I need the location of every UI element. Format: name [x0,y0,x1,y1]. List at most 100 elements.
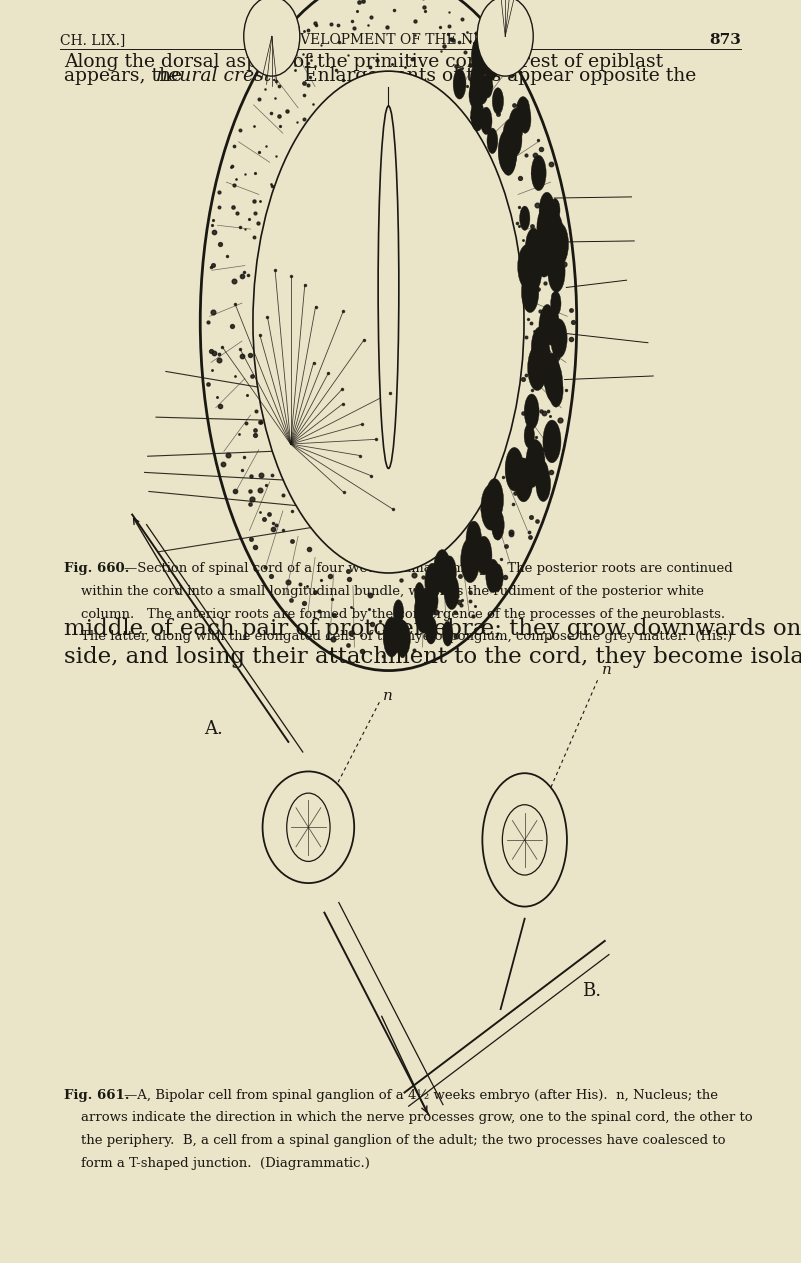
Ellipse shape [425,616,437,644]
Ellipse shape [517,245,536,288]
Ellipse shape [470,66,484,97]
Ellipse shape [481,485,500,530]
Ellipse shape [415,582,425,605]
Ellipse shape [492,563,503,591]
Ellipse shape [442,621,453,647]
Ellipse shape [533,336,550,375]
Ellipse shape [550,198,560,222]
Ellipse shape [545,361,562,403]
Ellipse shape [486,560,500,592]
Circle shape [482,773,567,907]
Text: n: n [384,688,393,703]
Ellipse shape [536,460,549,491]
Ellipse shape [476,75,489,105]
Text: Enlargements of this appear opposite the: Enlargements of this appear opposite the [292,67,697,85]
Text: Along the dorsal aspect of the primitive cord a crest of epiblast: Along the dorsal aspect of the primitive… [64,53,663,71]
Text: —Section of spinal cord of a four weeks human embryo.  The posterior roots are c: —Section of spinal cord of a four weeks … [124,562,733,575]
Ellipse shape [541,304,553,335]
Ellipse shape [534,464,544,488]
Text: within the cord into a small longitudinal bundle, which is the rudiment of the p: within the cord into a small longitudina… [64,585,704,597]
Text: A.: A. [204,720,223,738]
Ellipse shape [437,561,452,595]
Text: form a T-shaped junction.  (Diagrammatic.): form a T-shaped junction. (Diagrammatic.… [64,1157,370,1170]
Ellipse shape [532,232,542,258]
Ellipse shape [263,772,354,883]
Text: CH. LIX.]: CH. LIX.] [60,33,126,47]
Ellipse shape [396,621,410,657]
Ellipse shape [423,590,433,615]
Ellipse shape [543,421,561,462]
Ellipse shape [484,48,497,81]
Ellipse shape [508,123,522,157]
Text: 873: 873 [709,33,741,47]
Ellipse shape [393,600,404,624]
Ellipse shape [453,68,466,99]
Ellipse shape [427,587,438,614]
Ellipse shape [477,0,533,76]
Ellipse shape [545,212,563,255]
Ellipse shape [476,537,492,575]
Ellipse shape [525,253,541,290]
Text: arrows indicate the direction in which the nerve processes grow, one to the spin: arrows indicate the direction in which t… [64,1111,753,1124]
Ellipse shape [528,345,547,390]
Text: the periphery.  B, a cell from a spinal ganglion of the adult; the two processes: the periphery. B, a cell from a spinal g… [64,1134,726,1147]
Ellipse shape [493,87,504,114]
Ellipse shape [525,229,541,266]
Ellipse shape [539,307,555,345]
Ellipse shape [481,107,492,134]
Text: middle of each pair of protovertebræ; they grow downwards on each: middle of each pair of protovertebræ; th… [64,618,801,640]
Ellipse shape [471,37,489,78]
Text: —A, Bipolar cell from spinal ganglion of a 4½ weeks embryo (after His).  n, Nucl: —A, Bipolar cell from spinal ganglion of… [124,1089,718,1101]
Ellipse shape [550,318,567,357]
Ellipse shape [519,106,531,133]
Ellipse shape [541,206,553,234]
Ellipse shape [433,549,451,591]
Ellipse shape [548,251,565,292]
Ellipse shape [524,423,534,448]
Ellipse shape [486,500,498,530]
Ellipse shape [492,510,504,541]
Ellipse shape [378,106,399,469]
Ellipse shape [536,467,550,501]
Ellipse shape [550,292,561,316]
Text: side, and losing their attachment to the cord, they become isolated: side, and losing their attachment to the… [64,645,801,668]
Text: column.   The anterior roots are formed by the convergence of the processes of t: column. The anterior roots are formed by… [64,608,725,620]
Ellipse shape [461,538,480,582]
Ellipse shape [540,215,551,241]
Text: neural crest.: neural crest. [156,67,277,85]
Ellipse shape [466,522,481,558]
Ellipse shape [487,128,497,154]
Ellipse shape [383,618,400,657]
Ellipse shape [531,327,549,369]
Ellipse shape [526,440,545,485]
Ellipse shape [488,499,500,527]
Ellipse shape [525,451,540,488]
Ellipse shape [543,354,560,394]
Ellipse shape [505,447,524,491]
Text: n: n [602,663,611,677]
Ellipse shape [442,556,457,589]
Ellipse shape [546,202,557,227]
Text: The latter, along with the elongated cells of the myelospongium, compose the gre: The latter, along with the elongated cel… [64,630,732,643]
Text: Fig. 661.: Fig. 661. [64,1089,130,1101]
Ellipse shape [469,82,480,107]
Ellipse shape [483,75,493,97]
Ellipse shape [531,155,546,191]
Ellipse shape [425,563,441,600]
Text: B.: B. [582,983,602,1000]
Ellipse shape [503,119,517,153]
Circle shape [287,793,330,861]
Ellipse shape [535,236,553,277]
Ellipse shape [253,71,524,573]
Text: Fig. 660.: Fig. 660. [64,562,130,575]
Ellipse shape [539,192,554,229]
Circle shape [502,805,547,875]
Ellipse shape [549,374,563,407]
Ellipse shape [521,272,539,312]
Ellipse shape [414,589,433,633]
Ellipse shape [516,96,530,130]
Ellipse shape [514,458,533,501]
Ellipse shape [471,100,484,131]
Ellipse shape [524,394,539,429]
Text: DEVELOPMENT OF THE NERVES: DEVELOPMENT OF THE NERVES [279,33,522,47]
